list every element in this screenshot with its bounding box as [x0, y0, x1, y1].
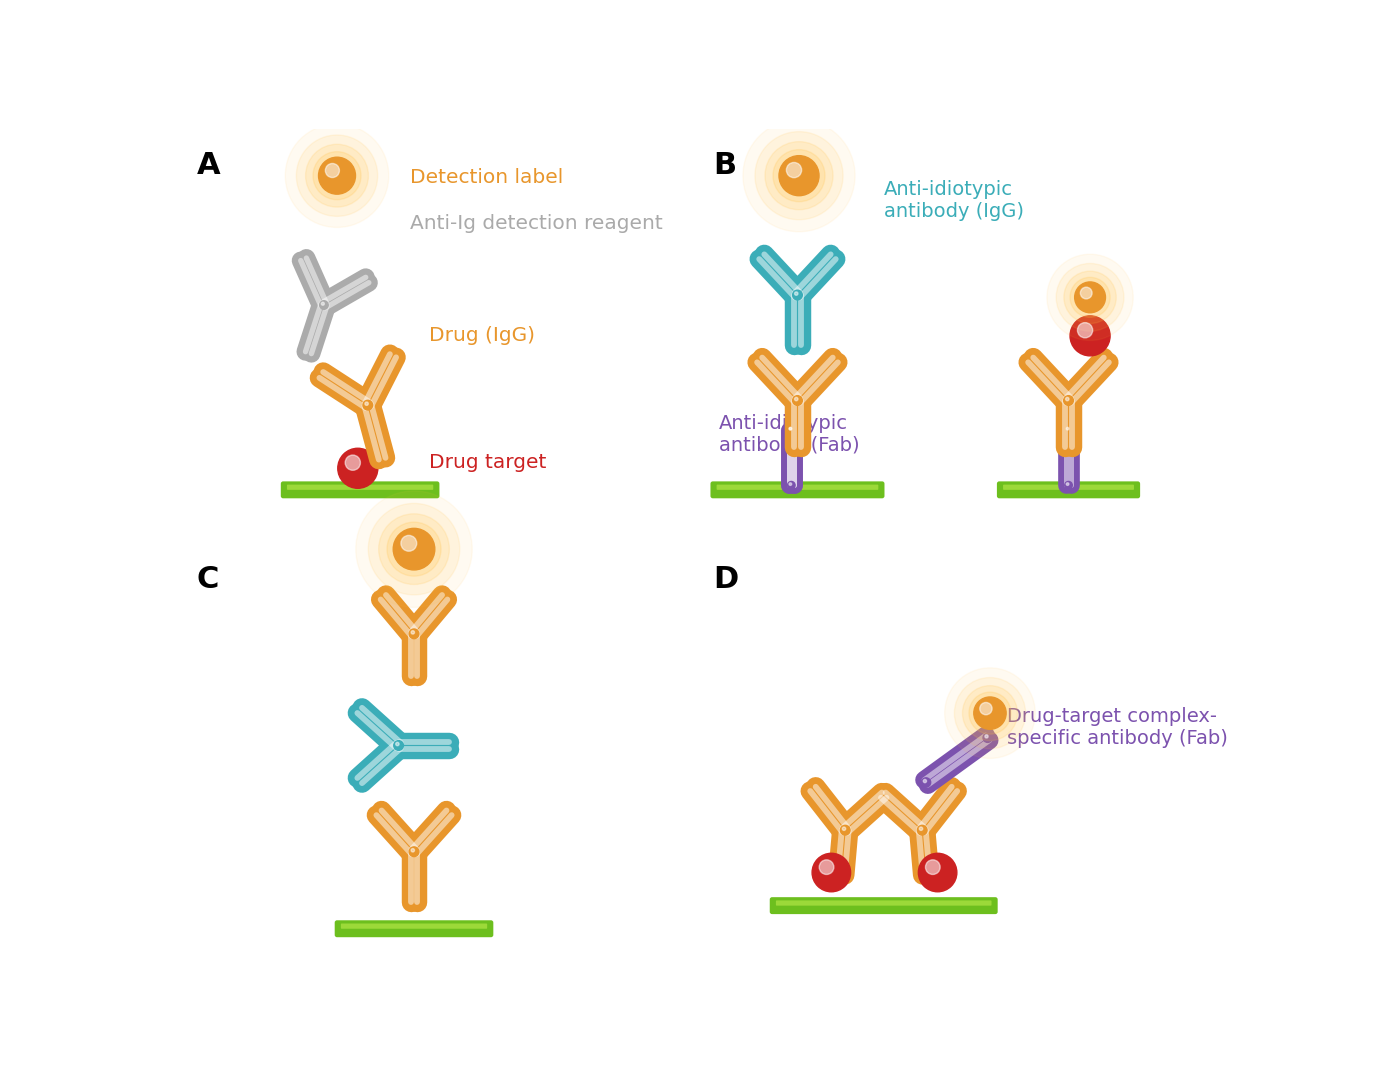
- Circle shape: [962, 685, 1017, 740]
- Circle shape: [917, 825, 927, 835]
- Circle shape: [1064, 426, 1072, 434]
- Circle shape: [795, 292, 797, 296]
- Circle shape: [285, 124, 389, 228]
- Circle shape: [326, 164, 340, 178]
- Circle shape: [393, 529, 434, 570]
- Circle shape: [840, 825, 850, 835]
- Text: B: B: [712, 151, 736, 180]
- Circle shape: [945, 668, 1035, 759]
- Circle shape: [920, 827, 923, 831]
- Circle shape: [974, 697, 1006, 729]
- Circle shape: [742, 120, 855, 232]
- Circle shape: [792, 290, 803, 300]
- Circle shape: [1064, 481, 1072, 489]
- Circle shape: [969, 692, 1011, 734]
- Circle shape: [795, 397, 797, 400]
- Circle shape: [410, 629, 419, 639]
- Circle shape: [788, 481, 795, 489]
- Circle shape: [1078, 323, 1093, 338]
- FancyBboxPatch shape: [716, 484, 879, 490]
- FancyBboxPatch shape: [334, 920, 494, 938]
- Circle shape: [921, 778, 931, 787]
- Circle shape: [1066, 482, 1068, 486]
- Text: Detection label: Detection label: [410, 168, 564, 187]
- Circle shape: [393, 740, 403, 750]
- Circle shape: [411, 631, 414, 634]
- Circle shape: [305, 145, 368, 207]
- Circle shape: [789, 427, 792, 429]
- Circle shape: [396, 742, 399, 746]
- Circle shape: [925, 860, 941, 874]
- FancyBboxPatch shape: [770, 897, 998, 914]
- Circle shape: [813, 853, 851, 891]
- Circle shape: [984, 735, 989, 738]
- Circle shape: [322, 302, 324, 305]
- Circle shape: [820, 860, 833, 874]
- Circle shape: [364, 402, 368, 406]
- Circle shape: [765, 141, 833, 209]
- Circle shape: [786, 163, 802, 178]
- Circle shape: [402, 535, 417, 551]
- Circle shape: [923, 779, 927, 782]
- Circle shape: [1066, 397, 1068, 400]
- Circle shape: [1046, 255, 1133, 341]
- Circle shape: [319, 301, 329, 310]
- Text: D: D: [712, 564, 738, 593]
- Circle shape: [1056, 263, 1123, 331]
- Circle shape: [356, 491, 472, 607]
- Circle shape: [297, 135, 378, 216]
- Circle shape: [1075, 282, 1106, 313]
- FancyBboxPatch shape: [1002, 484, 1134, 490]
- Circle shape: [773, 150, 825, 202]
- Text: Drug-target complex-
specific antibody (Fab): Drug-target complex- specific antibody (…: [1006, 707, 1228, 748]
- Circle shape: [983, 733, 993, 742]
- Text: Anti-idiotypic
antibody (Fab): Anti-idiotypic antibody (Fab): [719, 414, 859, 455]
- Text: C: C: [197, 564, 219, 593]
- Text: Drug target: Drug target: [429, 453, 547, 472]
- Circle shape: [1070, 316, 1110, 356]
- Circle shape: [1066, 427, 1068, 429]
- FancyBboxPatch shape: [341, 924, 487, 929]
- Circle shape: [780, 155, 819, 195]
- Text: Drug (IgG): Drug (IgG): [429, 326, 535, 345]
- Circle shape: [411, 848, 414, 852]
- Circle shape: [363, 400, 373, 410]
- Circle shape: [386, 522, 441, 576]
- Circle shape: [843, 827, 846, 831]
- Circle shape: [319, 158, 356, 194]
- FancyBboxPatch shape: [280, 481, 440, 498]
- Circle shape: [410, 847, 419, 857]
- Text: Anti-idiotypic
antibody (IgG): Anti-idiotypic antibody (IgG): [884, 179, 1024, 220]
- Circle shape: [1070, 277, 1110, 317]
- Text: A: A: [197, 151, 220, 180]
- Circle shape: [789, 482, 792, 486]
- Circle shape: [1081, 287, 1092, 299]
- Circle shape: [792, 396, 803, 406]
- Circle shape: [345, 455, 360, 470]
- Circle shape: [314, 152, 362, 200]
- Circle shape: [378, 514, 450, 585]
- Circle shape: [1064, 396, 1074, 406]
- FancyBboxPatch shape: [775, 900, 991, 905]
- Circle shape: [368, 504, 459, 595]
- Circle shape: [1064, 271, 1116, 324]
- FancyBboxPatch shape: [997, 481, 1140, 498]
- FancyBboxPatch shape: [287, 484, 433, 490]
- Circle shape: [788, 426, 795, 434]
- Circle shape: [918, 853, 957, 891]
- Text: Anti-Ig detection reagent: Anti-Ig detection reagent: [410, 214, 663, 233]
- Circle shape: [755, 132, 843, 220]
- Circle shape: [789, 427, 792, 429]
- Circle shape: [788, 426, 795, 434]
- Circle shape: [980, 702, 993, 714]
- Circle shape: [954, 678, 1026, 749]
- FancyBboxPatch shape: [711, 481, 884, 498]
- Circle shape: [338, 448, 378, 489]
